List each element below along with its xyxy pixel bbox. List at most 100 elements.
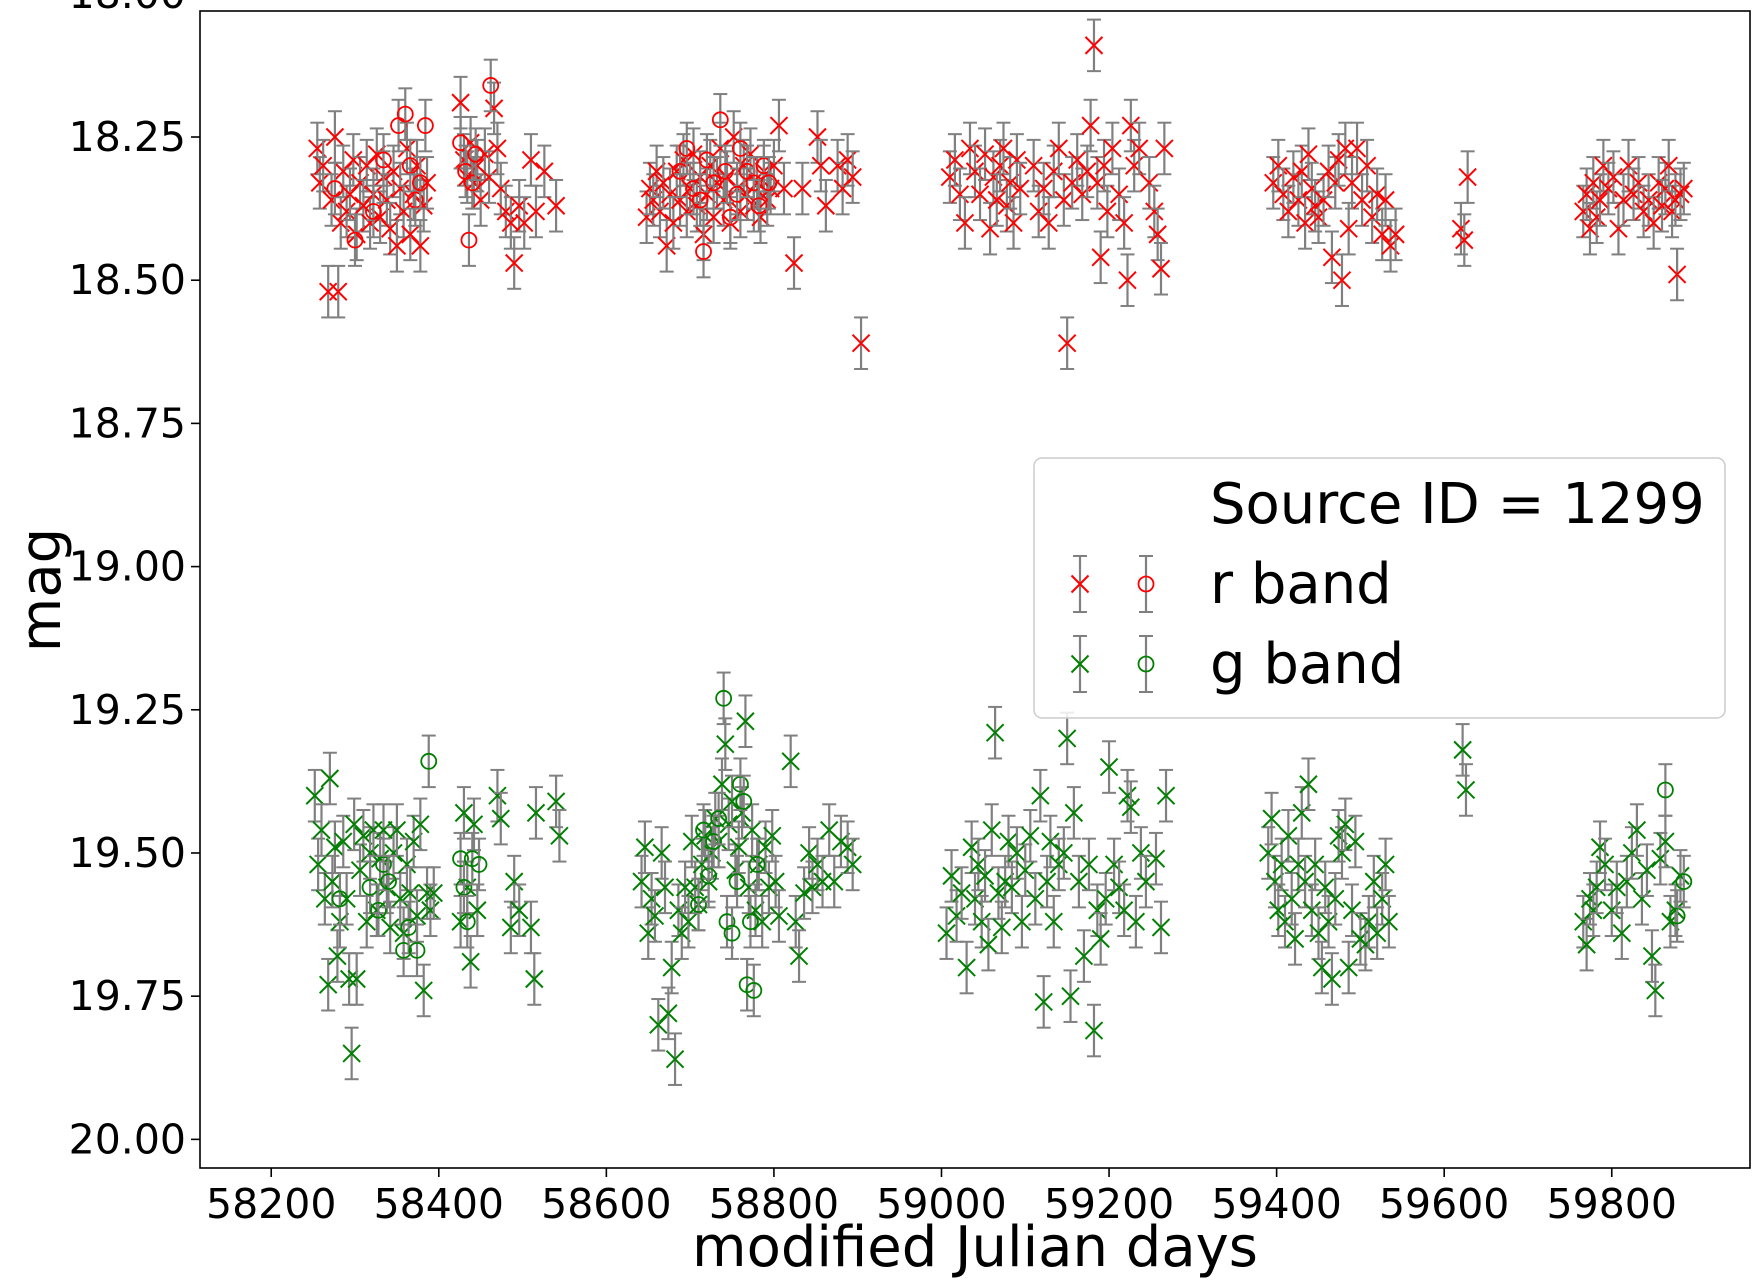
g-band-x-point-61 [652,843,671,863]
r-band-x-point-98 [808,127,827,147]
g-band-x-point-10 [334,832,353,851]
g-band-o-point-31-error-bar [1676,854,1691,909]
g-band-x-point-47 [501,918,521,937]
r-band-x-point-153 [1155,139,1174,158]
g-band-x-point-45 [488,786,507,805]
g-band-x-point-86 [736,712,755,731]
g-band-x-point-133 [1031,786,1050,805]
g-band-x-point-79 [712,775,732,794]
r-band-x-point-136 [1081,116,1100,135]
g-band-o-point-9-error-bar [453,831,468,886]
r-band-x-point-137 [1084,36,1104,55]
r-band-x-point-48 [504,253,524,273]
r-band-o-point-5 [396,105,414,123]
g-band-x-point-6 [323,872,342,891]
g-band-o-point-18 [710,810,728,828]
r-band-x-point-112 [970,185,990,204]
g-band-x-point-182 [1326,889,1345,909]
g-band-o-point-0-error-bar [332,872,347,926]
x-tick-label-58200: 58200 [206,1180,336,1228]
r-band-x-point-145 [1118,270,1137,290]
r-band-o-point-24 [716,162,734,180]
r-band-o-point-6 [401,157,419,175]
legend-label-r-band: r band [1210,552,1392,617]
r-band-x-point-1 [310,173,330,193]
g-band-o-point-21 [723,924,741,942]
r-band-x-point-124 [1024,156,1043,175]
g-band-x-point-12 [339,969,359,989]
r-band-x-point-171 [1332,270,1352,290]
r-band-o-point-10 [452,134,469,152]
r-band-x-point-207 [1659,156,1678,175]
legend-entry-g-band [1070,635,1155,693]
g-band-o-point-7 [408,941,426,959]
y-axis: 18.00 18.25 18.50 18.75 19.00 19.25 19.50 19.75… [69,0,200,1163]
g-band-x-point-99 [789,946,809,966]
g-band-o-point-30-error-bar [1670,889,1685,943]
g-band-o-point-10 [455,878,473,896]
g-band-x-point-88 [742,820,762,840]
g-band-x-point-213 [1637,860,1657,880]
g-band-o-point-16 [700,867,717,885]
g-band-x-point-140 [1057,729,1077,748]
g-band-x-point-100 [794,883,814,903]
g-band-x-point-217 [1656,832,1675,851]
r-band-x-point-95 [774,179,794,198]
r-band-x-point-47 [501,213,521,233]
g-band-o-point-2 [370,901,387,919]
g-band-x-point-1 [308,855,328,874]
g-band-x-point-196 [1379,912,1399,931]
g-band-o-point-14 [690,896,707,913]
r-band-x-point-122 [1007,150,1027,170]
g-band-x-point-43 [464,815,484,834]
r-band-o-point-11-error-bar [458,144,473,199]
g-band-x-point-203 [1587,878,1606,897]
g-band-x-point-141 [1061,986,1080,1006]
r-band-x-point-5 [325,127,345,147]
g-band-o-point-26 [742,913,759,931]
g-band-x-point-114 [957,958,976,977]
r-band-x-point-183 [1386,225,1405,244]
r-band-x-point-51 [521,150,541,170]
g-band-x-point-156 [1126,912,1146,931]
r-band-x-point-192 [1590,190,1610,210]
g-band-x-point-106 [825,872,844,891]
g-band-x-point-80 [716,734,735,754]
g-band-x-point-143 [1069,872,1089,891]
g-band-x-point-120 [979,935,998,954]
g-band-x-point-55 [632,872,651,891]
r-band-o-point-26-error-bar [730,167,745,222]
r-band-x-point-130 [1054,190,1074,210]
g-band-x-point-51 [525,969,544,989]
r-band-x-point-184 [1451,219,1471,238]
g-band-x-point-144 [1074,946,1094,966]
g-band-o-point-5 [395,941,412,959]
g-band-o-point-26-error-bar [743,894,758,949]
g-band-o-point-20 [718,913,736,931]
r-band-x-point-151 [1148,225,1167,244]
g-band-o-point-4 [380,873,397,891]
r-band-o-point-30 [750,197,768,215]
r-band-o-point-7 [406,191,424,209]
g-band-x-point-14 [344,815,364,834]
g-band-x-point-58 [642,889,661,909]
r-band-x-point-59 [650,202,670,221]
r-band-x-point-40 [471,190,490,210]
r-band-x-point-4 [322,190,341,210]
g-band-o-point-13 [470,856,488,873]
r-band-o-point-0 [326,180,344,197]
g-band-x-point-65 [665,1049,685,1069]
g-band-x-point-46 [491,809,510,828]
legend-o-marker [1137,575,1155,593]
plot-frame [199,10,1751,1169]
r-band-x-point-104 [843,167,862,187]
r-band-x-point-161 [1295,213,1315,233]
r-band-x-point-203 [1644,213,1663,233]
g-band-o-point-9 [452,850,469,868]
g-band-x-point-109 [843,855,862,874]
g-band-o-point-29 [1656,781,1674,799]
g-band-x-point-202 [1584,901,1603,920]
g-band-x-point-25 [380,918,400,937]
legend-o-marker [1137,655,1155,673]
g-band-o-point-14-error-bar [691,877,706,932]
